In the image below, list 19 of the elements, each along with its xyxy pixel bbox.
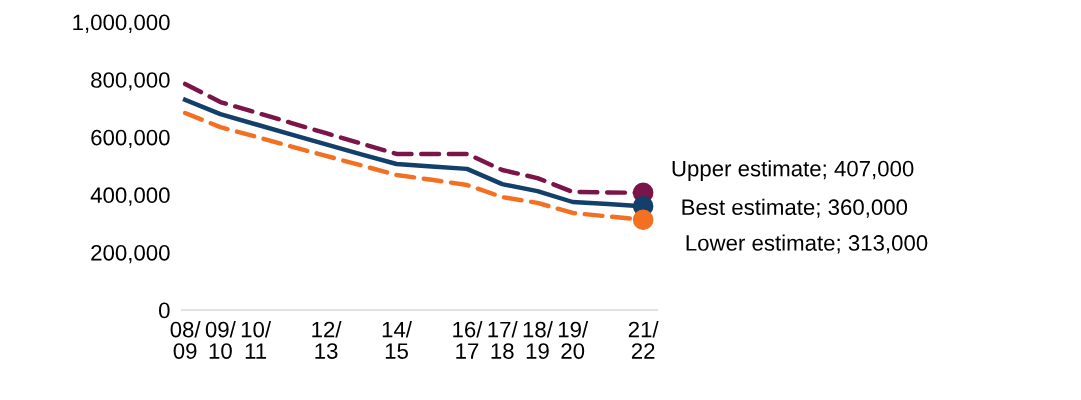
x-tick-label: 16/ 17 [453, 321, 483, 359]
annotation: Upper estimate; 407,000 [672, 160, 914, 181]
x-tick-label: 19/ 20 [558, 321, 589, 359]
x-tick-label: 08/ 09 [170, 321, 201, 359]
annotation: Lower estimate; 313,000 [686, 234, 928, 254]
y-tick-label: 0 [159, 302, 170, 319]
x-tick-label: 21/ 22 [628, 321, 659, 359]
x-tick-label: 18/ 19 [523, 321, 553, 359]
x-tick-label: 10/ 11 [241, 321, 272, 359]
y-tick-label: 400,000 [90, 187, 170, 206]
x-tick-label: 12/ 13 [312, 321, 342, 359]
y-tick-label: 600,000 [91, 129, 170, 149]
y-tick-label: 1,000,000 [73, 14, 170, 33]
x-tick-label: 14/ 15 [382, 321, 412, 359]
y-tick-label: 800,000 [91, 72, 170, 91]
x-tick-label: 09/ 10 [205, 321, 236, 359]
annotation: Best estimate; 360,000 [682, 198, 908, 218]
y-tick-label: 200,000 [91, 244, 170, 264]
x-tick-label: 17/ 18 [488, 321, 518, 359]
